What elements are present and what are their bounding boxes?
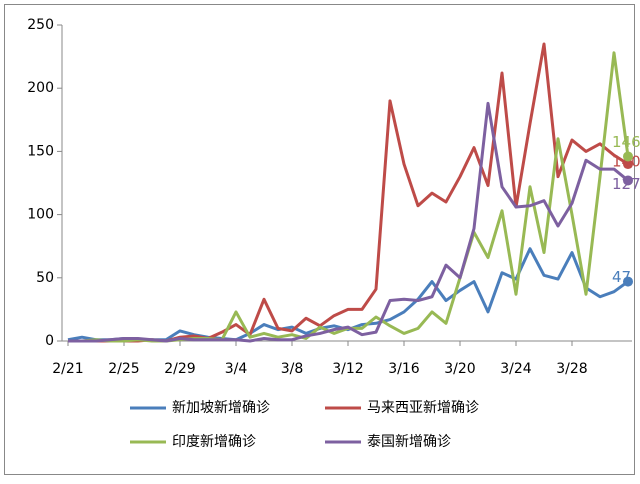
x-tick-label: 3/8 (281, 361, 304, 377)
x-tick-label: 3/28 (556, 361, 587, 377)
x-tick-label: 3/24 (500, 361, 532, 377)
y-tick-label: 200 (27, 80, 54, 96)
end-label: 140 (612, 153, 640, 171)
x-tick-label: 3/16 (388, 361, 420, 377)
legend-label: 马来西亚新增确诊 (367, 400, 479, 416)
y-tick-label: 250 (27, 17, 54, 33)
y-tick-label: 50 (36, 270, 54, 286)
end-label: 47 (612, 268, 631, 286)
y-tick-label: 150 (27, 143, 54, 159)
x-tick-label: 2/21 (52, 361, 83, 377)
end-point (623, 159, 633, 170)
end-point (623, 151, 633, 162)
series-line (68, 101, 629, 343)
legend-label: 泰国新增确诊 (367, 434, 451, 450)
legend-label: 印度新增确诊 (172, 434, 256, 450)
x-tick-label: 2/29 (164, 361, 195, 377)
end-point (623, 175, 633, 186)
x-tick-label: 3/4 (225, 361, 248, 377)
end-label: 127 (612, 175, 640, 193)
x-tick-label: 3/20 (444, 361, 475, 377)
legend-label: 新加坡新增确诊 (172, 400, 270, 416)
chart-frame (4, 4, 635, 475)
y-tick-label: 0 (45, 333, 54, 349)
x-tick-label: 2/25 (108, 361, 139, 377)
end-point (623, 276, 633, 287)
end-label: 146 (612, 133, 640, 151)
x-tick-label: 3/12 (332, 361, 363, 377)
y-tick-label: 100 (27, 207, 54, 223)
